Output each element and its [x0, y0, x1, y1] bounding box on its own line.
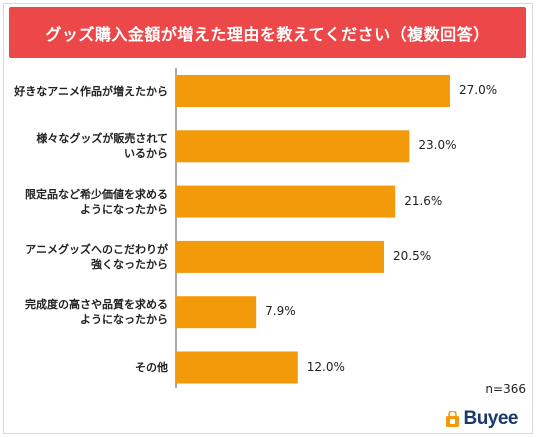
category-label-line: いるから [124, 147, 168, 161]
bar [176, 240, 385, 273]
value-label: 20.5% [393, 248, 432, 263]
category-label-line: アニメグッズへのこだわりが [25, 242, 168, 256]
value-label: 7.9% [265, 304, 296, 319]
value-label: 12.0% [306, 359, 345, 374]
category-label-line: 強くなったから [91, 257, 168, 271]
value-label: 21.6% [404, 193, 443, 208]
category-label-line: 好きなアニメ作品が増えたから [14, 84, 168, 98]
sample-size-label: n=366 [485, 382, 526, 396]
bar [176, 185, 396, 218]
category-label-line: 限定品など希少価値を求める [25, 187, 168, 201]
bar [176, 351, 298, 384]
category-label-line: ようになったから [80, 202, 168, 216]
category-label-line: 様々なグッズが販売されて [36, 132, 168, 146]
title-banner: グッズ購入金額が増えた理由を教えてください（複数回答） [9, 7, 526, 58]
category-label-line: ようになったから [80, 313, 168, 327]
category-label: 好きなアニメ作品が増えたから [0, 84, 168, 99]
category-label: 完成度の高さや品質を求める ようになったから [0, 297, 168, 327]
bar [176, 75, 450, 107]
value-label: 23.0% [418, 138, 457, 153]
category-label: アニメグッズへのこだわりが 強くなったから [0, 242, 168, 272]
bar [176, 296, 257, 329]
category-label-line: その他 [135, 361, 168, 374]
buyee-logo: Buyee [445, 408, 518, 430]
value-label: 27.0% [459, 83, 498, 97]
chart-title: グッズ購入金額が増えた理由を教えてください（複数回答） [45, 24, 490, 44]
category-label: その他 [0, 360, 168, 375]
category-label: 限定品など希少価値を求める ようになったから [0, 187, 168, 217]
category-label: 様々なグッズが販売されて いるから [0, 131, 168, 161]
bar [176, 130, 410, 163]
category-label-line: 完成度の高さや品質を求める [25, 298, 168, 312]
brand-name: Buyee [463, 408, 518, 429]
shopping-bag-icon [446, 410, 460, 427]
